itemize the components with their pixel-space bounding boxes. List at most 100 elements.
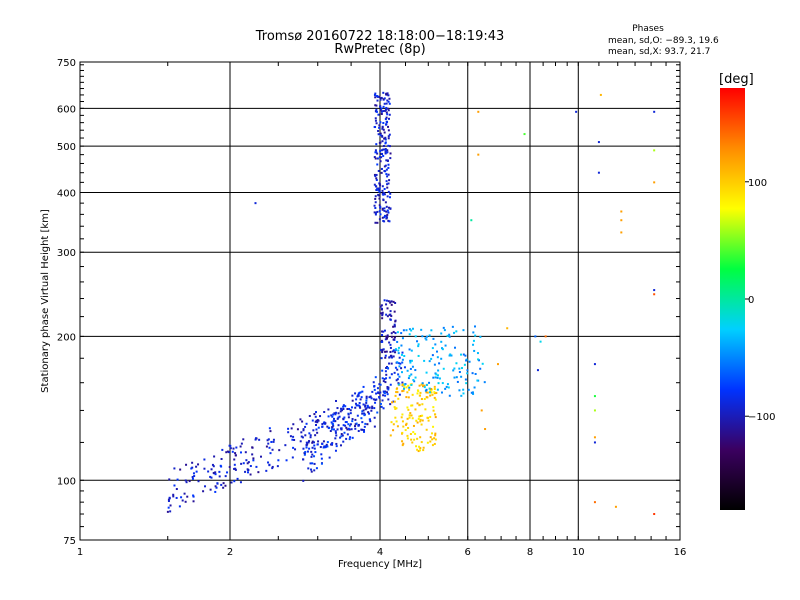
- data-point: [362, 409, 365, 412]
- data-point: [302, 447, 305, 450]
- data-point: [239, 445, 242, 448]
- data-point: [480, 409, 483, 412]
- data-point: [395, 407, 398, 410]
- data-point: [384, 152, 387, 155]
- data-point: [421, 414, 424, 417]
- data-point: [363, 412, 366, 415]
- data-point: [169, 504, 172, 507]
- data-point: [401, 371, 404, 374]
- data-point: [252, 457, 255, 460]
- data-point: [458, 389, 461, 392]
- data-point: [405, 396, 408, 399]
- data-point: [435, 373, 438, 376]
- data-point: [308, 432, 311, 435]
- data-point: [376, 221, 379, 224]
- data-point: [389, 343, 392, 346]
- data-point: [393, 371, 396, 374]
- data-point: [344, 421, 347, 424]
- data-point: [381, 350, 384, 353]
- data-point: [381, 127, 384, 130]
- data-point: [459, 353, 462, 356]
- data-point: [471, 372, 474, 375]
- data-point: [434, 434, 437, 437]
- data-point: [401, 384, 404, 387]
- data-point: [244, 470, 247, 473]
- data-point: [419, 449, 422, 452]
- data-point: [382, 91, 385, 94]
- data-point: [455, 362, 458, 365]
- data-point: [387, 163, 390, 166]
- data-point: [348, 438, 351, 441]
- data-point: [398, 375, 401, 378]
- data-point: [364, 422, 367, 425]
- data-point: [389, 318, 392, 321]
- data-point: [390, 362, 393, 365]
- data-point: [316, 419, 319, 422]
- data-point: [379, 109, 382, 112]
- data-point: [575, 110, 578, 113]
- data-point: [382, 128, 385, 131]
- data-point: [369, 420, 372, 423]
- data-point: [420, 423, 423, 426]
- data-point: [389, 301, 392, 304]
- data-point: [441, 347, 444, 350]
- data-point: [368, 396, 371, 399]
- data-point: [473, 349, 476, 352]
- data-point: [536, 369, 539, 372]
- data-point: [653, 149, 656, 152]
- data-point: [305, 422, 308, 425]
- data-point: [214, 471, 217, 474]
- data-point: [386, 159, 389, 162]
- y-axis-label: Stationary phase Virtual Height [km]: [40, 209, 51, 393]
- data-point: [374, 376, 377, 379]
- data-point: [362, 429, 365, 432]
- data-point: [214, 473, 217, 476]
- data-point: [453, 376, 456, 379]
- data-point: [385, 313, 388, 316]
- data-point: [389, 192, 392, 195]
- data-point: [383, 209, 386, 212]
- data-point: [397, 346, 400, 349]
- data-point: [483, 381, 486, 384]
- data-point: [396, 331, 399, 334]
- data-point: [267, 461, 270, 464]
- data-point: [414, 432, 417, 435]
- data-point: [372, 381, 375, 384]
- data-point: [402, 442, 405, 445]
- data-point: [224, 484, 227, 487]
- data-point: [440, 332, 443, 335]
- data-point: [376, 163, 379, 166]
- data-point: [387, 125, 390, 128]
- data-point: [599, 93, 602, 96]
- data-point: [375, 179, 378, 182]
- data-point: [329, 430, 332, 433]
- data-point: [389, 152, 392, 155]
- data-point: [381, 189, 384, 192]
- data-point: [593, 436, 596, 439]
- data-point: [209, 488, 212, 491]
- data-point: [374, 185, 377, 188]
- data-point: [383, 378, 386, 381]
- data-point: [425, 371, 428, 374]
- data-point: [384, 136, 387, 139]
- data-point: [374, 201, 377, 204]
- data-point: [233, 480, 236, 483]
- data-point: [247, 469, 250, 472]
- data-point: [380, 308, 383, 311]
- data-point: [389, 207, 392, 210]
- data-point: [381, 216, 384, 219]
- data-point: [433, 396, 436, 399]
- data-point: [388, 362, 391, 365]
- data-point: [397, 382, 400, 385]
- data-point: [410, 359, 413, 362]
- data-point: [405, 386, 408, 389]
- data-point: [289, 435, 292, 438]
- data-point: [402, 389, 405, 392]
- data-point: [209, 475, 212, 478]
- data-point: [385, 215, 388, 218]
- data-point: [374, 207, 377, 210]
- data-point: [385, 335, 388, 338]
- data-point: [374, 401, 377, 404]
- data-point: [411, 327, 414, 330]
- data-point: [429, 436, 432, 439]
